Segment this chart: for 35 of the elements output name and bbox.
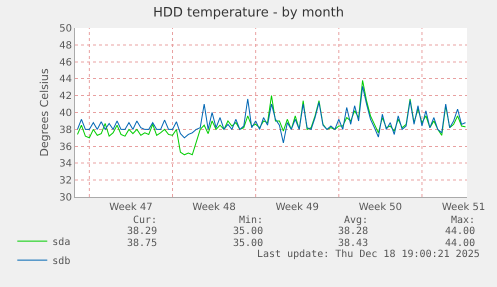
- legend-label: sda: [52, 236, 70, 248]
- text: 38.29: [127, 226, 158, 237]
- text: Last update: Thu Dec 18 19:00:21 2025: [257, 249, 480, 260]
- text: 44.00: [445, 226, 476, 237]
- y-tick-label: 48: [59, 40, 72, 52]
- text: 38.43: [338, 238, 368, 249]
- y-tick-label: 38: [59, 124, 72, 136]
- legend-label: sdb: [52, 256, 70, 267]
- y-tick-label: 30: [59, 192, 72, 204]
- y-tick-label: 42: [59, 91, 72, 102]
- y-tick-label: 34: [59, 158, 72, 170]
- text: 35.00: [233, 226, 264, 237]
- text: 35.00: [233, 238, 264, 249]
- x-tick-label: Week 49: [276, 202, 319, 213]
- x-tick-label: Week 50: [358, 202, 402, 213]
- y-axis-title: Degrees Celsius: [38, 68, 51, 157]
- text: Avg:: [344, 215, 368, 226]
- text: 38.75: [127, 238, 158, 249]
- y-tick-label: 44: [59, 74, 72, 86]
- y-tick-label: 40: [59, 108, 72, 119]
- x-tick-label: Week 51: [442, 202, 486, 213]
- y-tick-label: 36: [59, 142, 72, 153]
- line-series: [76, 80, 466, 156]
- x-tick-label: Week 47: [109, 202, 153, 213]
- text: Max:: [451, 215, 476, 226]
- chart-title: HDD temperature - by month: [153, 5, 344, 20]
- x-tick-label: Week 48: [192, 202, 236, 213]
- text: Cur:: [133, 215, 158, 226]
- y-tick-label: 32: [59, 176, 72, 187]
- line-series: [76, 86, 466, 144]
- y-tick-label: 50: [59, 24, 72, 34]
- y-tick-label: 46: [59, 57, 72, 68]
- text: Min:: [239, 215, 264, 226]
- text: 44.00: [445, 238, 476, 249]
- text: 38.28: [338, 226, 368, 237]
